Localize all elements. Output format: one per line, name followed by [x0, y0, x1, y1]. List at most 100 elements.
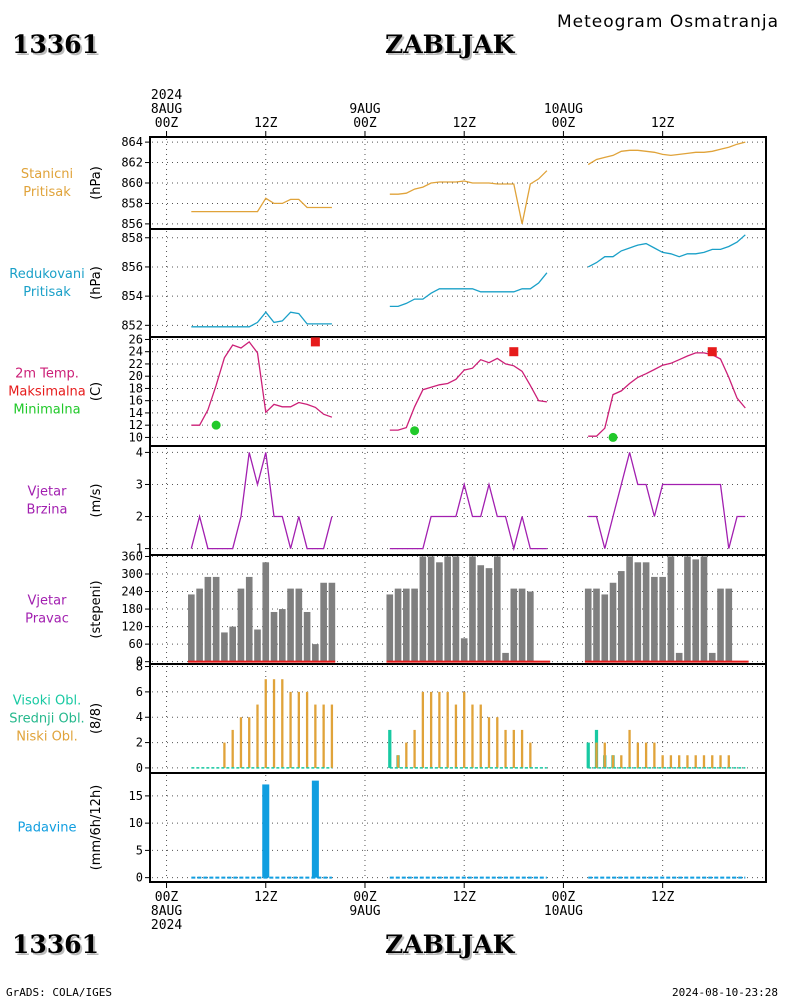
cloud-bar-low [413, 729, 416, 768]
time-label-bottom: 10AUG [544, 904, 583, 919]
series-line [588, 352, 746, 437]
cloud-bar-low [595, 742, 598, 768]
time-label-top: 10AUG [544, 102, 583, 117]
cloud-bar-low [529, 742, 532, 768]
cloud-bar-low [620, 755, 623, 768]
direction-bar [204, 576, 212, 662]
tmax-marker [707, 347, 717, 357]
y-tick-label: 860 [121, 176, 143, 190]
panel-clouds: 0 2 4 6 8 (8/8) Visoki Obl. Srednji Obl. Niski O… [9, 660, 764, 775]
panel-reduced_pressure: 852 854 856 858 (hPa) Redukovani Pritisak [9, 231, 764, 335]
direction-bar [477, 565, 485, 662]
y-tick-label: 858 [121, 196, 143, 210]
time-label-bottom: 8AUG [151, 904, 182, 919]
y-tick-label: 3 [136, 477, 143, 491]
cloud-bar-low [644, 742, 648, 768]
panel-precipitation: 0 5 10 15 (mm/6h/12h) Padavine [18, 775, 764, 885]
direction-bar [295, 588, 303, 662]
direction-bar [593, 588, 600, 662]
y-unit-label: (C) [89, 382, 104, 401]
y-tick-label: 862 [121, 156, 143, 170]
direction-bar [196, 588, 203, 662]
direction-bar [684, 556, 691, 662]
station-name-top: ZABLJAK [385, 30, 515, 59]
y-tick-label: 15 [129, 789, 143, 803]
panel-wind_speed: 1 2 3 4 (m/s) Vjetar Brzina [27, 445, 764, 556]
y-tick-label: 300 [121, 567, 143, 581]
cloud-bar-low [454, 704, 458, 768]
footer-timestamp: 2024-08-10-23:28 [672, 986, 778, 999]
y-tick-label: 18 [129, 381, 143, 395]
direction-bar [626, 556, 633, 662]
panel-label: Visoki Obl. [13, 694, 81, 709]
direction-bar [493, 556, 501, 662]
cloud-bar-low [496, 717, 499, 768]
y-tick-label: 20 [129, 369, 143, 383]
direction-bar [651, 576, 658, 662]
time-label-top: 8AUG [151, 102, 182, 117]
station-id-top: 13361 [12, 30, 99, 59]
direction-bar [527, 591, 534, 662]
y-tick-label: 858 [121, 231, 143, 245]
series-line [389, 170, 548, 225]
cloud-bar-low [711, 755, 714, 768]
direction-bar [667, 556, 675, 662]
y-tick-label: 240 [121, 585, 143, 599]
cloud-bar-low [305, 691, 309, 768]
series-line [587, 141, 746, 166]
time-label-top: 00Z [353, 116, 377, 131]
cloud-bar-low [314, 704, 317, 768]
cloud-bar-low [256, 704, 259, 768]
y-unit-label: (stepeni) [89, 580, 104, 638]
cloud-bar-low [438, 691, 441, 768]
y-tick-label: 24 [129, 345, 143, 359]
cloud-bar-low [223, 742, 226, 768]
tmin-marker [211, 420, 221, 430]
direction-bar [452, 556, 460, 662]
time-label-top: 12Z [651, 116, 675, 131]
time-label-top: 2024 [151, 88, 182, 103]
cloud-bar-high [586, 742, 590, 768]
y-unit-label: (hPa) [89, 166, 104, 200]
y-tick-label: 854 [121, 289, 143, 303]
y-tick-label: 120 [121, 620, 143, 634]
series-line [191, 197, 332, 213]
panel-label: Vjetar [28, 594, 68, 609]
cloud-bar-low [446, 691, 449, 768]
chart-subtitle: Meteogram Osmatranja [557, 12, 780, 32]
cloud-bar-low [611, 755, 615, 768]
cloud-bar-low [322, 704, 325, 768]
y-unit-label: (8/8) [89, 703, 104, 734]
y-tick-label: 2 [136, 510, 143, 524]
direction-bar [725, 588, 733, 662]
cloud-bar-low [719, 755, 722, 768]
y-unit-label: (hPa) [89, 266, 104, 300]
direction-bar [212, 576, 220, 662]
cloud-bar-low [686, 755, 689, 768]
direction-bar [254, 629, 261, 662]
y-tick-label: 22 [129, 357, 143, 371]
direction-bar [642, 562, 650, 662]
direction-bar [460, 638, 468, 662]
station-id-bottom: 13361 [12, 930, 99, 959]
y-tick-label: 856 [121, 217, 143, 231]
cloud-bar-low [520, 729, 524, 768]
cloud-bar-low [289, 691, 292, 768]
y-tick-label: 12 [129, 418, 143, 432]
cloud-bar-low [628, 729, 631, 768]
cloud-bar-low [694, 755, 697, 768]
series-line [588, 452, 746, 549]
tmin-marker [410, 426, 420, 436]
direction-bar [303, 611, 311, 662]
cloud-bar-low [429, 691, 433, 768]
y-tick-label: 14 [129, 406, 143, 420]
direction-bar [394, 588, 402, 662]
cloud-bar-low [678, 755, 681, 768]
panel-label: Stanicni [21, 167, 73, 182]
direction-bar [436, 562, 443, 662]
cloud-bar-low [603, 742, 606, 768]
cloud-bar-low [405, 742, 408, 768]
y-tick-label: 5 [136, 843, 143, 857]
cloud-bar-low [239, 717, 243, 768]
